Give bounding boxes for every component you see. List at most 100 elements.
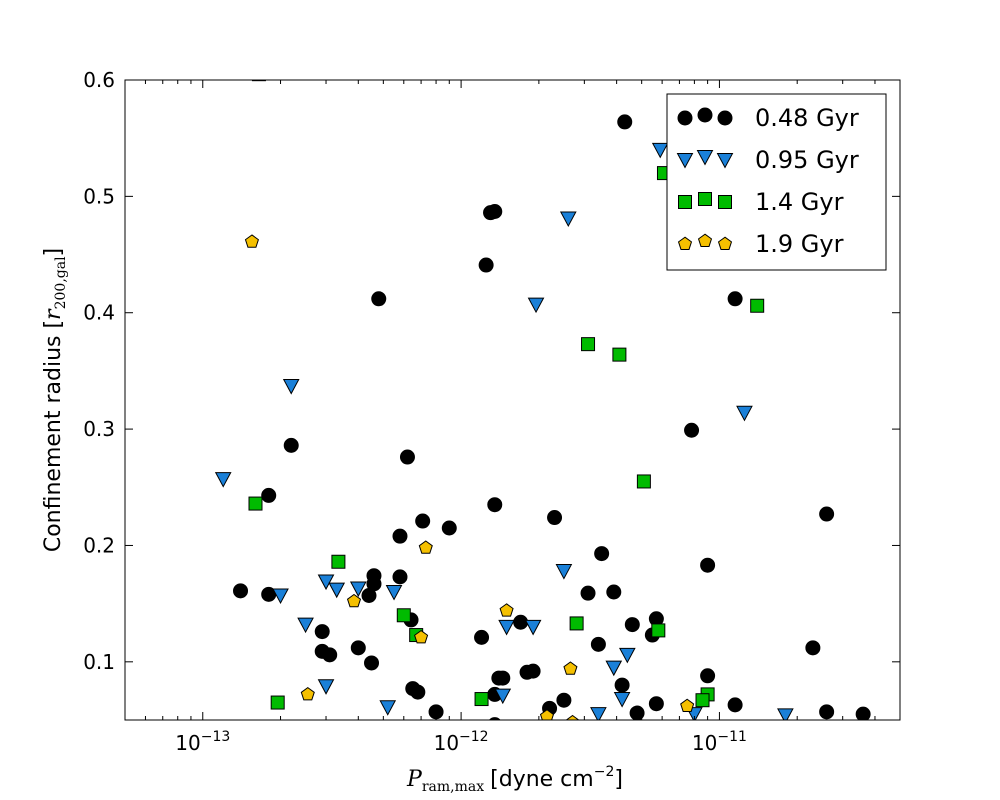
legend-marker (677, 110, 693, 126)
y-axis-label: Confinement radius [r200,gal] (41, 248, 69, 552)
x-tick-label: 10−11 (692, 729, 747, 755)
data-point (736, 405, 753, 422)
data-point (317, 679, 335, 695)
data-point (805, 640, 821, 656)
y-tick-label: 0.3 (83, 417, 115, 441)
data-point (283, 437, 299, 453)
data-point (272, 588, 289, 605)
data-point (648, 696, 664, 712)
legend-entry: 0.95 Gyr (676, 146, 859, 174)
data-point (415, 513, 431, 529)
data-point (855, 706, 871, 720)
data-point (527, 297, 545, 314)
legend-label: 1.9 Gyr (755, 230, 844, 258)
data-point (270, 695, 285, 710)
data-point (364, 655, 380, 671)
y-tick-label: 0.1 (83, 650, 115, 674)
data-point (300, 686, 315, 701)
data-point (612, 347, 627, 362)
data-point (565, 714, 580, 720)
data-point (488, 717, 501, 720)
y-tick-label: 0.5 (83, 184, 115, 208)
data-point (750, 298, 765, 313)
data-point (499, 603, 514, 617)
data-point (618, 647, 636, 664)
data-point (474, 629, 490, 645)
data-point (261, 487, 277, 503)
legend-marker (717, 236, 733, 250)
data-point (819, 704, 835, 720)
data-point (569, 616, 584, 631)
y-tick-label: 0.4 (83, 301, 115, 325)
data-point (297, 617, 314, 634)
series-1.9-gyr (244, 234, 695, 720)
axes: 10−13 10−12 10−11 0.1 0.2 0.3 0.4 0.5 0.6 (83, 68, 901, 755)
data-point (350, 640, 366, 656)
legend-label: 0.95 Gyr (755, 146, 859, 174)
data-point (614, 677, 630, 693)
legend-marker (698, 192, 712, 206)
legend-entry: 1.4 Gyr (678, 188, 844, 216)
data-point (331, 554, 346, 569)
y-tick-label: 0.6 (83, 68, 115, 92)
data-point (581, 337, 596, 352)
x-tick-label: 10−12 (434, 729, 489, 755)
data-point (282, 379, 300, 395)
data-point (727, 291, 743, 307)
data-point (392, 569, 408, 585)
data-point (441, 520, 457, 536)
plot-frame (124, 79, 901, 721)
data-point (414, 629, 429, 644)
legend-marker (697, 233, 713, 247)
data-point (636, 474, 651, 489)
data-point (594, 546, 610, 562)
data-point (513, 614, 529, 630)
data-point (399, 449, 415, 465)
legend-marker (677, 236, 693, 250)
series-0.48-gyr (233, 114, 871, 720)
data-point (590, 707, 607, 720)
x-tick-label: 10−13 (175, 729, 230, 755)
data-point (555, 564, 573, 580)
data-point (695, 693, 710, 708)
data-point (494, 688, 512, 705)
data-point (617, 114, 633, 130)
data-point (605, 660, 623, 677)
legend-marker (678, 195, 692, 209)
data-point (487, 497, 503, 513)
data-point (539, 709, 555, 720)
data-point (379, 700, 397, 716)
legend-marker (716, 153, 734, 169)
data-point (559, 211, 577, 228)
data-point (613, 692, 631, 708)
data-point (361, 587, 377, 603)
data-point (322, 647, 338, 663)
x-axis-label: Pram,max [dyne cm−2] (406, 764, 623, 795)
data-point (248, 496, 263, 511)
series-0.95-gyr (214, 142, 794, 720)
data-point (590, 636, 606, 652)
y-tick-label: 0.2 (83, 533, 115, 557)
data-point (410, 684, 426, 700)
legend-label: 1.4 Gyr (755, 188, 844, 216)
data-point (346, 593, 362, 608)
data-point (392, 528, 408, 544)
data-point (495, 670, 511, 686)
data-point (244, 234, 259, 248)
legend-marker (697, 107, 713, 123)
data-point (478, 257, 494, 273)
plot-area (214, 80, 871, 720)
data-point (547, 510, 563, 526)
legend-marker (717, 110, 733, 126)
data-point (629, 705, 645, 720)
data-point (385, 585, 403, 601)
data-point (314, 624, 330, 640)
data-point (233, 583, 249, 599)
data-point (214, 472, 232, 488)
data-point (396, 608, 411, 623)
data-point (563, 661, 578, 675)
legend: 0.48 Gyr 0.95 Gyr 1.4 Gyr 1.9 Gyr (666, 93, 887, 271)
data-point (651, 623, 666, 638)
data-point (624, 617, 640, 633)
